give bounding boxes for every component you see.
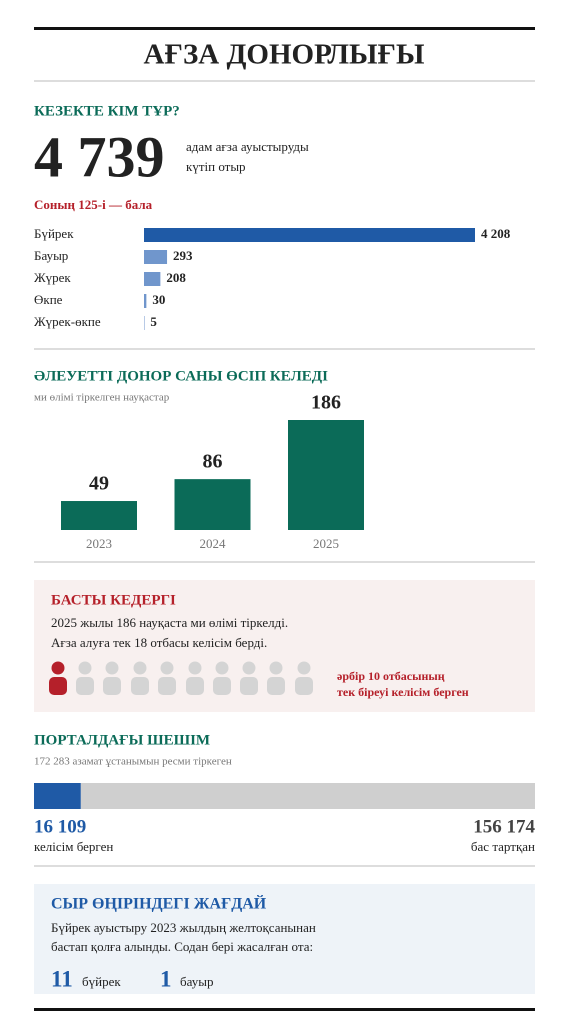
person-icon — [133, 661, 147, 675]
segment-label: келісім берген — [34, 839, 113, 854]
big-number: 4 739 — [34, 124, 165, 189]
value-label: 186 — [311, 392, 341, 414]
person-icon — [76, 677, 94, 695]
person-icon — [269, 661, 283, 675]
callout: әрбір 10 отбасының — [337, 669, 445, 683]
syr-box — [34, 884, 535, 994]
bar-chart: 49 2023 86 2024 186 2025 — [61, 392, 364, 551]
stat-number: 1 — [160, 966, 172, 991]
bar-label: Өкпе — [34, 292, 63, 307]
person-icon — [103, 677, 121, 695]
person-icon — [51, 661, 65, 675]
bar-segment — [34, 783, 81, 809]
bar — [144, 250, 168, 264]
caption: күтіп отыр — [186, 159, 246, 174]
bar — [144, 272, 161, 286]
x-tick-label: 2023 — [86, 536, 112, 551]
bar — [144, 228, 475, 242]
person-icon — [267, 677, 285, 695]
value-label: 208 — [166, 270, 186, 285]
value-label: 293 — [173, 248, 193, 263]
value-label: 16 109 — [34, 816, 86, 837]
value-label: 30 — [152, 292, 165, 307]
bar — [174, 479, 251, 530]
section-heading: КЕЗЕКТЕ КІМ ТҰР? — [34, 103, 180, 119]
bar-label: Жүрек — [34, 270, 71, 285]
bar — [144, 294, 147, 308]
person-icon — [49, 677, 67, 695]
bar-label: Жүрек-өкпе — [34, 314, 101, 329]
callout: тек біреуі келісім берген — [337, 685, 469, 699]
stat-number: 11 — [51, 966, 73, 991]
person-icon — [295, 677, 313, 695]
chart-title: ӘЛЕУЕТТІ ДОНОР САНЫ ӨСІП КЕЛЕДІ — [34, 368, 328, 384]
bar-label: Бүйрек — [34, 226, 74, 241]
person-icon — [213, 677, 231, 695]
title: АҒЗА ДОНОРЛЫҒЫ — [144, 39, 425, 71]
person-icon — [242, 661, 256, 675]
paragraph: 2025 жылы 186 науқаста ми өлімі тіркелді… — [51, 615, 288, 630]
bar — [61, 501, 137, 530]
stat-label: бүйрек — [82, 974, 121, 989]
person-icon — [240, 677, 258, 695]
note: Соның 125-і — бала — [34, 197, 153, 212]
bar — [144, 316, 145, 330]
people-icons — [49, 661, 313, 695]
paragraph: Бүйрек ауыстыру 2023 жылдың желтоқсанына… — [51, 920, 316, 935]
person-icon — [188, 661, 202, 675]
paragraph: Ағза алуға тек 18 отбасы келісім берді. — [51, 635, 267, 650]
person-icon — [78, 661, 92, 675]
chart-title: ПОРТАЛДАҒЫ ШЕШІМ — [34, 732, 210, 748]
person-icon — [215, 661, 229, 675]
bar — [288, 420, 364, 530]
person-icon — [158, 677, 176, 695]
bar-label: Бауыр — [34, 248, 68, 263]
value-label: 86 — [203, 451, 223, 473]
caption: адам ағза ауыстыруды — [186, 139, 309, 154]
value-label: 5 — [150, 314, 157, 329]
stat-label: бауыр — [180, 974, 213, 989]
paragraph: бастап қолға алынды. Содан бері жасалған… — [51, 939, 313, 954]
section-heading: СЫР ӨҢІРІНДЕГІ ЖАҒДАЙ — [51, 894, 267, 913]
hbar-chart: Бүйрек 4 208 Бауыр 293 Жүрек 208 Өкпе 30 Жүрек-ө… — [34, 226, 511, 330]
section-heading: БАСТЫ КЕДЕРГІ — [51, 592, 176, 608]
bar-segment — [80, 783, 536, 809]
x-tick-label: 2024 — [200, 536, 227, 551]
bottom-rule — [34, 1008, 535, 1011]
value-label: 4 208 — [481, 226, 511, 241]
segment-label: бас тартқан — [471, 839, 535, 854]
top-rule — [34, 27, 535, 30]
person-icon — [105, 661, 119, 675]
person-icon — [160, 661, 174, 675]
split-bar: 16 109 келісім берген 156 174 бас тартқан — [34, 783, 536, 854]
chart-subtitle: ми өлімі тіркелген науқастар — [34, 392, 170, 404]
x-tick-label: 2025 — [313, 536, 339, 551]
person-icon — [186, 677, 204, 695]
value-label: 156 174 — [473, 816, 535, 837]
chart-subtitle: 172 283 азамат ұстанымын ресми тіркеген — [34, 756, 232, 768]
person-icon — [131, 677, 149, 695]
value-label: 49 — [89, 473, 109, 495]
person-icon — [297, 661, 311, 675]
